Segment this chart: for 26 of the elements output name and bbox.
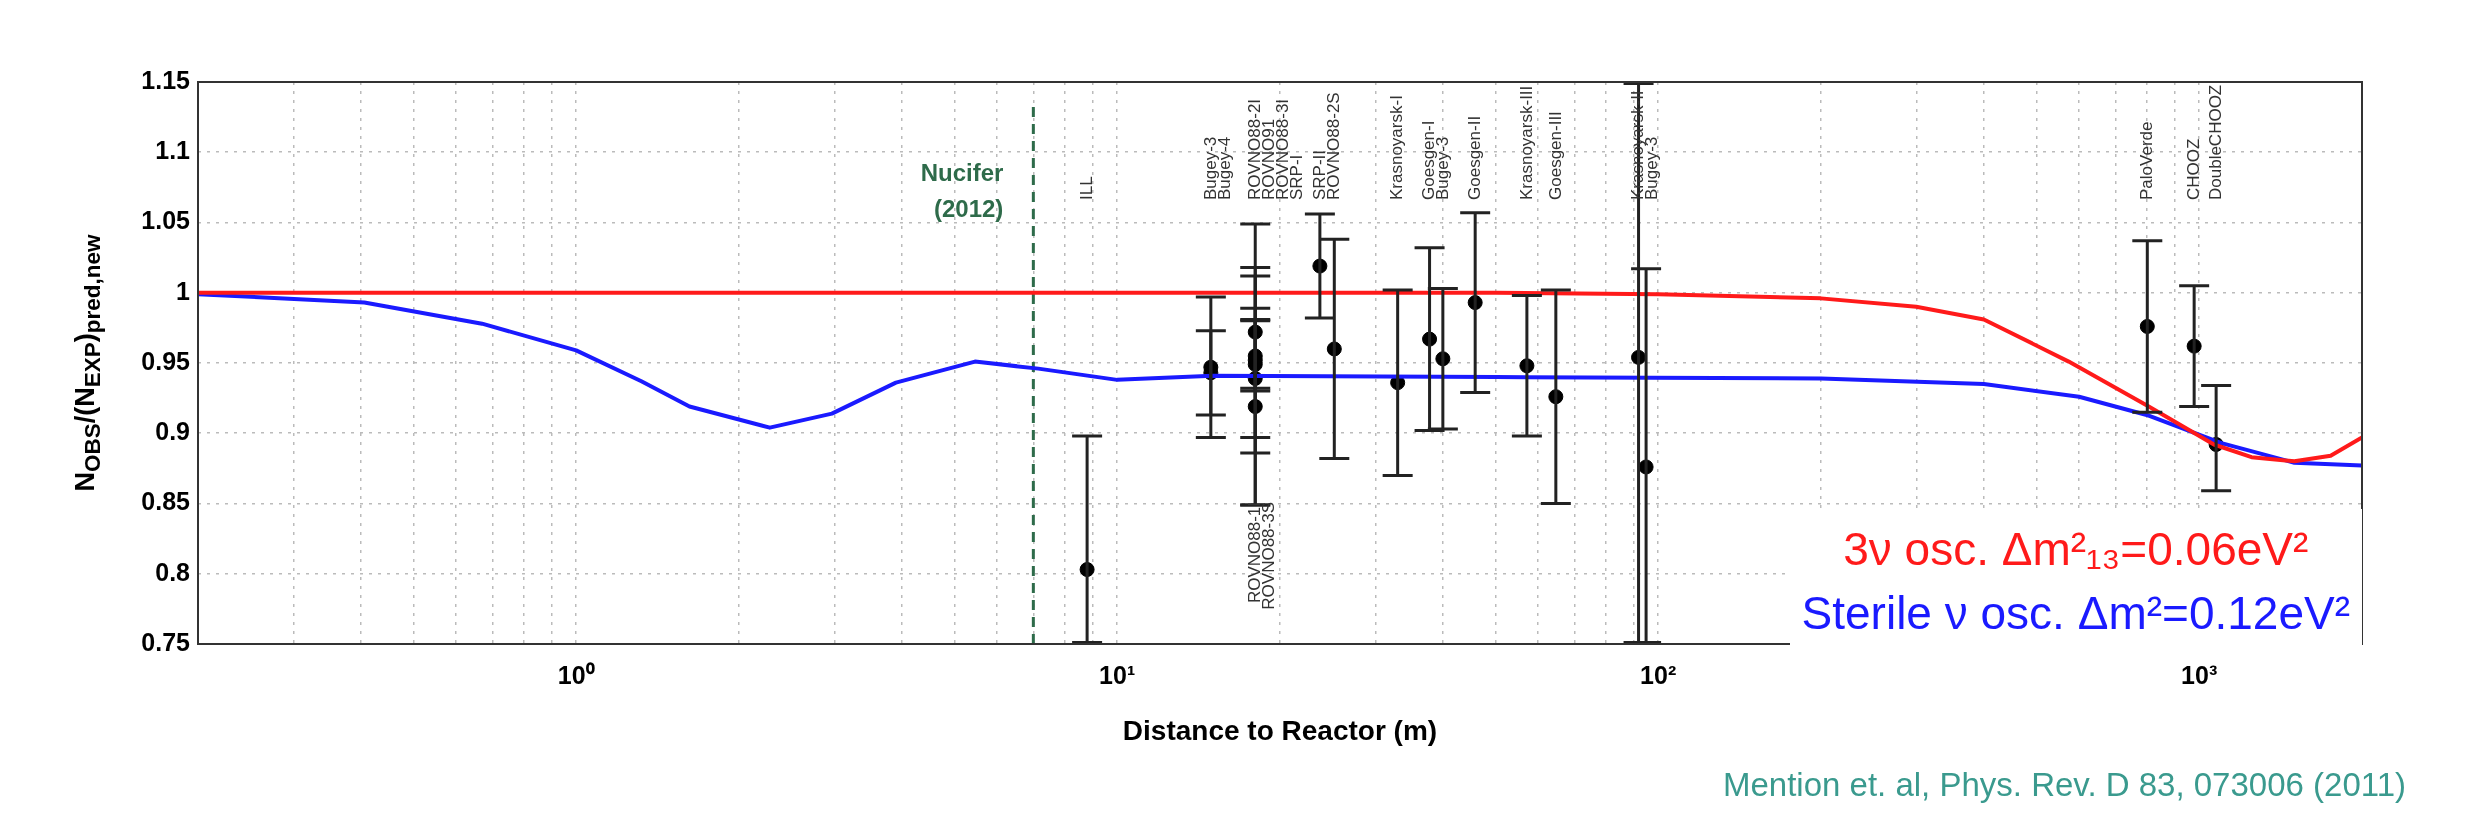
annotation: ILL	[1076, 176, 1096, 200]
annotation: Krasnoyarsk-III	[1516, 85, 1536, 200]
text: Sterile ν osc. Δm²=0.12eV²	[1801, 586, 2350, 641]
annotation: Krasnoyarsk-I	[1387, 95, 1407, 200]
y-tick-label: 0.9	[155, 417, 190, 446]
y-tick-label: 1.15	[141, 65, 191, 94]
y-tick-label: 0.85	[141, 487, 191, 516]
y-tick-label: 1.1	[155, 136, 191, 165]
series-label: 3ν osc. Δm²₁₃=0.06eV²	[1842, 522, 2310, 577]
text: Mention et. al, Phys. Rev. D 83, 073006 (2011)	[1723, 766, 2406, 804]
annotation: PaloVerde	[2136, 121, 2156, 200]
ref-line-label: Nucifer (2012)	[920, 158, 1004, 222]
x-tick-label: 10³	[2181, 660, 2218, 689]
annotation: DoubleCHOOZ	[2205, 84, 2225, 200]
annotation: Goesgen-III	[1545, 111, 1565, 200]
y-tick-label: 1	[176, 276, 191, 305]
x-tick-label: 10⁰	[557, 660, 595, 689]
annotation: CHOOZ	[2183, 138, 2203, 200]
annotation: Goesgen-II	[1464, 115, 1484, 200]
x-tick-label: 10²	[1640, 660, 1677, 689]
y-tick-label: 0.8	[155, 557, 191, 586]
y-tick-label: 0.75	[141, 627, 191, 656]
x-tick-label: 10¹	[1099, 660, 1136, 689]
y-tick-label: 1.05	[141, 206, 191, 235]
y-tick-label: 0.95	[141, 346, 191, 375]
x-axis-title: Distance to Reactor (m)	[1122, 714, 1438, 746]
